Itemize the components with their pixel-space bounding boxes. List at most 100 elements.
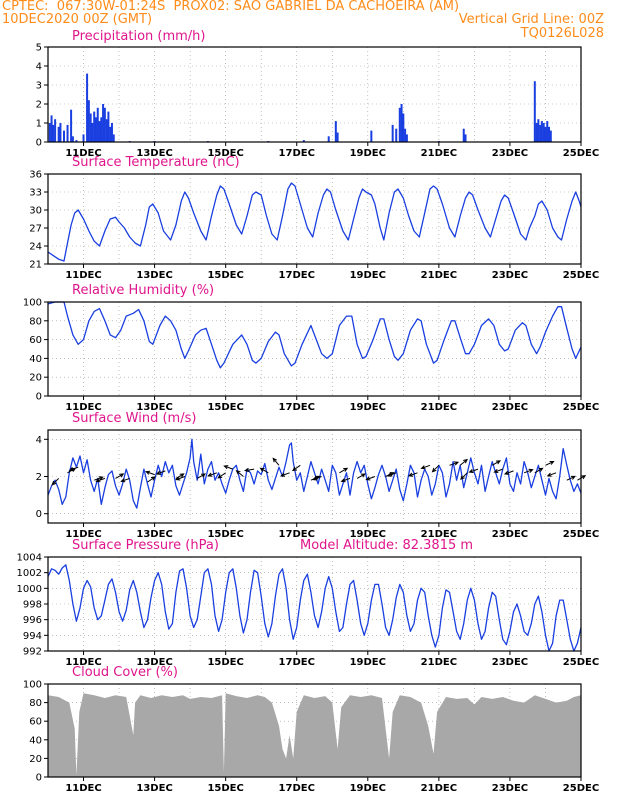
- panel-1-bar: [549, 130, 552, 142]
- panel-5-xtick-label: 19DEC: [350, 657, 386, 668]
- panel-1-bar: [105, 119, 108, 142]
- panel-1-bar: [302, 140, 305, 142]
- panel-4-wind-arrow: [291, 464, 301, 472]
- panel-6-xtick-label: 21DEC: [421, 783, 457, 794]
- panel-4-ytick-label: 0: [36, 509, 42, 520]
- panel-4-xtick-label: 11DEC: [65, 529, 101, 540]
- panel-6-ytick-label: 60: [29, 717, 42, 728]
- panel-4-wind-arrow: [244, 467, 255, 473]
- panel-2-ytick-label: 33: [29, 188, 42, 199]
- panel-2-xtick-label: 11DEC: [65, 270, 101, 281]
- panel-3-xtick-label: 21DEC: [421, 402, 457, 413]
- panel-1-bar: [52, 124, 55, 142]
- panel-1-bar: [75, 140, 78, 142]
- header-station: CPTEC: 067:30W-01:24S PROX02: SAO GABRIE…: [2, 0, 460, 14]
- panel-4-xtick-label: 21DEC: [421, 529, 457, 540]
- panel-1-bar: [66, 124, 69, 142]
- panel-4-wind-arrow: [155, 470, 166, 475]
- panel-3-ytick-label: 80: [29, 316, 42, 327]
- panel-5-xtick-label: 13DEC: [136, 657, 172, 668]
- panel-1-bar: [57, 126, 60, 142]
- panel-1-bar: [100, 117, 103, 142]
- panel-4-title: Surface Wind (m/s): [72, 411, 196, 426]
- panel-2-ytick-label: 27: [29, 224, 42, 235]
- panel-4-wind-arrow: [449, 461, 460, 466]
- panel-4-wind-arrow: [491, 460, 502, 466]
- panel-1-frame: [47, 46, 582, 143]
- panel-4-wind-arrow: [207, 472, 217, 477]
- panel-4-wind-arrow: [196, 473, 206, 479]
- panel-4-wind-arrow: [545, 461, 555, 466]
- panel-1-bar: [540, 121, 543, 142]
- panel-5-frame: [47, 556, 582, 652]
- panel-1-bar: [96, 107, 99, 142]
- panel-2-xtick-label: 17DEC: [279, 270, 315, 281]
- panel-5-ytick-label: 992: [23, 647, 42, 658]
- panel-4-wind-arrow: [356, 473, 366, 479]
- panel-1-title: Precipitation (mm/h): [72, 29, 205, 44]
- header-grid-note: Vertical Grid Line: 00Z: [458, 12, 604, 27]
- panel-3-ytick-label: 20: [29, 373, 42, 384]
- panel-1-bar: [86, 73, 89, 142]
- panel-2-xtick-label: 19DEC: [350, 270, 386, 281]
- panel-4-wind-arrow: [259, 467, 269, 474]
- panel-1-bar: [91, 123, 94, 142]
- panel-4-wind-arrow: [339, 467, 349, 474]
- panel-2-xtick-label: 13DEC: [136, 270, 172, 281]
- panel-6-ytick-label: 80: [29, 698, 42, 709]
- panel-1-bar: [93, 111, 96, 142]
- panel-2-xtick-label: 21DEC: [421, 270, 457, 281]
- panel-1-bar: [70, 109, 73, 142]
- panel-1-bar: [87, 100, 90, 142]
- panel-1-bar: [109, 126, 112, 142]
- panel-4-wind-arrow: [235, 469, 244, 477]
- panel-1-bar: [539, 124, 542, 142]
- panel-4-wind-arrow: [115, 473, 125, 479]
- panel-2-ytick-label: 30: [29, 206, 42, 217]
- panel-5-ytick-label: 998: [23, 600, 42, 611]
- panel-1-bar: [405, 134, 408, 142]
- panel-4-wind-arrow: [51, 478, 60, 486]
- panel-4-wind-arrow: [223, 465, 233, 470]
- panel-4-xtick-label: 15DEC: [207, 529, 243, 540]
- panel-1-bar: [110, 123, 113, 142]
- panel-4-wind-arrow: [365, 476, 376, 481]
- panel-1-bar: [71, 136, 74, 142]
- panel-1-bar: [336, 132, 339, 142]
- panel-1-xtick-label: 11DEC: [65, 148, 101, 159]
- panel-6-xtick-label: 11DEC: [65, 783, 101, 794]
- panel-4-wind-arrow: [95, 477, 106, 483]
- panel-1-bar: [533, 81, 536, 142]
- panel-1-bar: [102, 104, 105, 142]
- panel-3-xtick-label: 11DEC: [65, 402, 101, 413]
- panel-1-bar: [398, 107, 401, 142]
- panel-1-bar: [400, 104, 403, 142]
- panel-3-xtick-label: 23DEC: [492, 402, 528, 413]
- panel-4-wind-arrow: [420, 464, 431, 470]
- panel-4-xtick-label: 13DEC: [136, 529, 172, 540]
- panel-5-xtick-label: 17DEC: [279, 657, 315, 668]
- panel-4-wind-arrow: [523, 468, 534, 474]
- panel-4-wind-arrow: [217, 472, 226, 479]
- panel-3-xtick-label: 17DEC: [279, 402, 315, 413]
- panel-1-bar: [112, 134, 115, 142]
- panel-4-series-line: [47, 438, 582, 509]
- panel-3-xtick-label: 19DEC: [350, 402, 386, 413]
- panel-1-bar: [334, 121, 337, 142]
- panel-5-series-line: [47, 564, 582, 652]
- panel-5-ytick-label: 1002: [17, 568, 42, 579]
- panel-1-bar: [370, 130, 373, 142]
- header-date: 10DEC2020 00Z (GMT): [2, 12, 153, 27]
- panel-4-wind-arrow: [145, 470, 155, 476]
- panel-3-xtick-label: 25DEC: [563, 402, 599, 413]
- panel-5-xtick-label: 23DEC: [492, 657, 528, 668]
- panel-1-ytick-label: 1: [36, 119, 42, 130]
- panel-3-ytick-label: 60: [29, 335, 42, 346]
- panel-1-bar: [462, 128, 465, 142]
- panel-1-xtick-label: 23DEC: [492, 148, 528, 159]
- panel-4-ytick-label: 4: [36, 435, 42, 446]
- panel-1-bar: [94, 117, 97, 142]
- panel-1-ytick-label: 5: [36, 43, 42, 54]
- panel-2-ytick-label: 21: [29, 260, 42, 271]
